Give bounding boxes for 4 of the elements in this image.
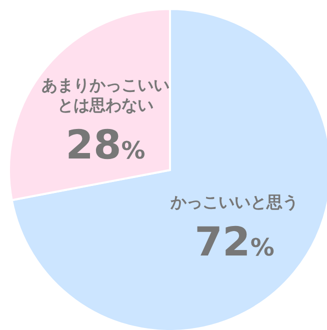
data-label: 72% <box>194 219 274 266</box>
slice-label: あまりかっこいいとは思わない <box>41 76 170 115</box>
data-label: 28% <box>66 122 146 169</box>
slice-label: かっこいいと思う <box>170 192 299 212</box>
